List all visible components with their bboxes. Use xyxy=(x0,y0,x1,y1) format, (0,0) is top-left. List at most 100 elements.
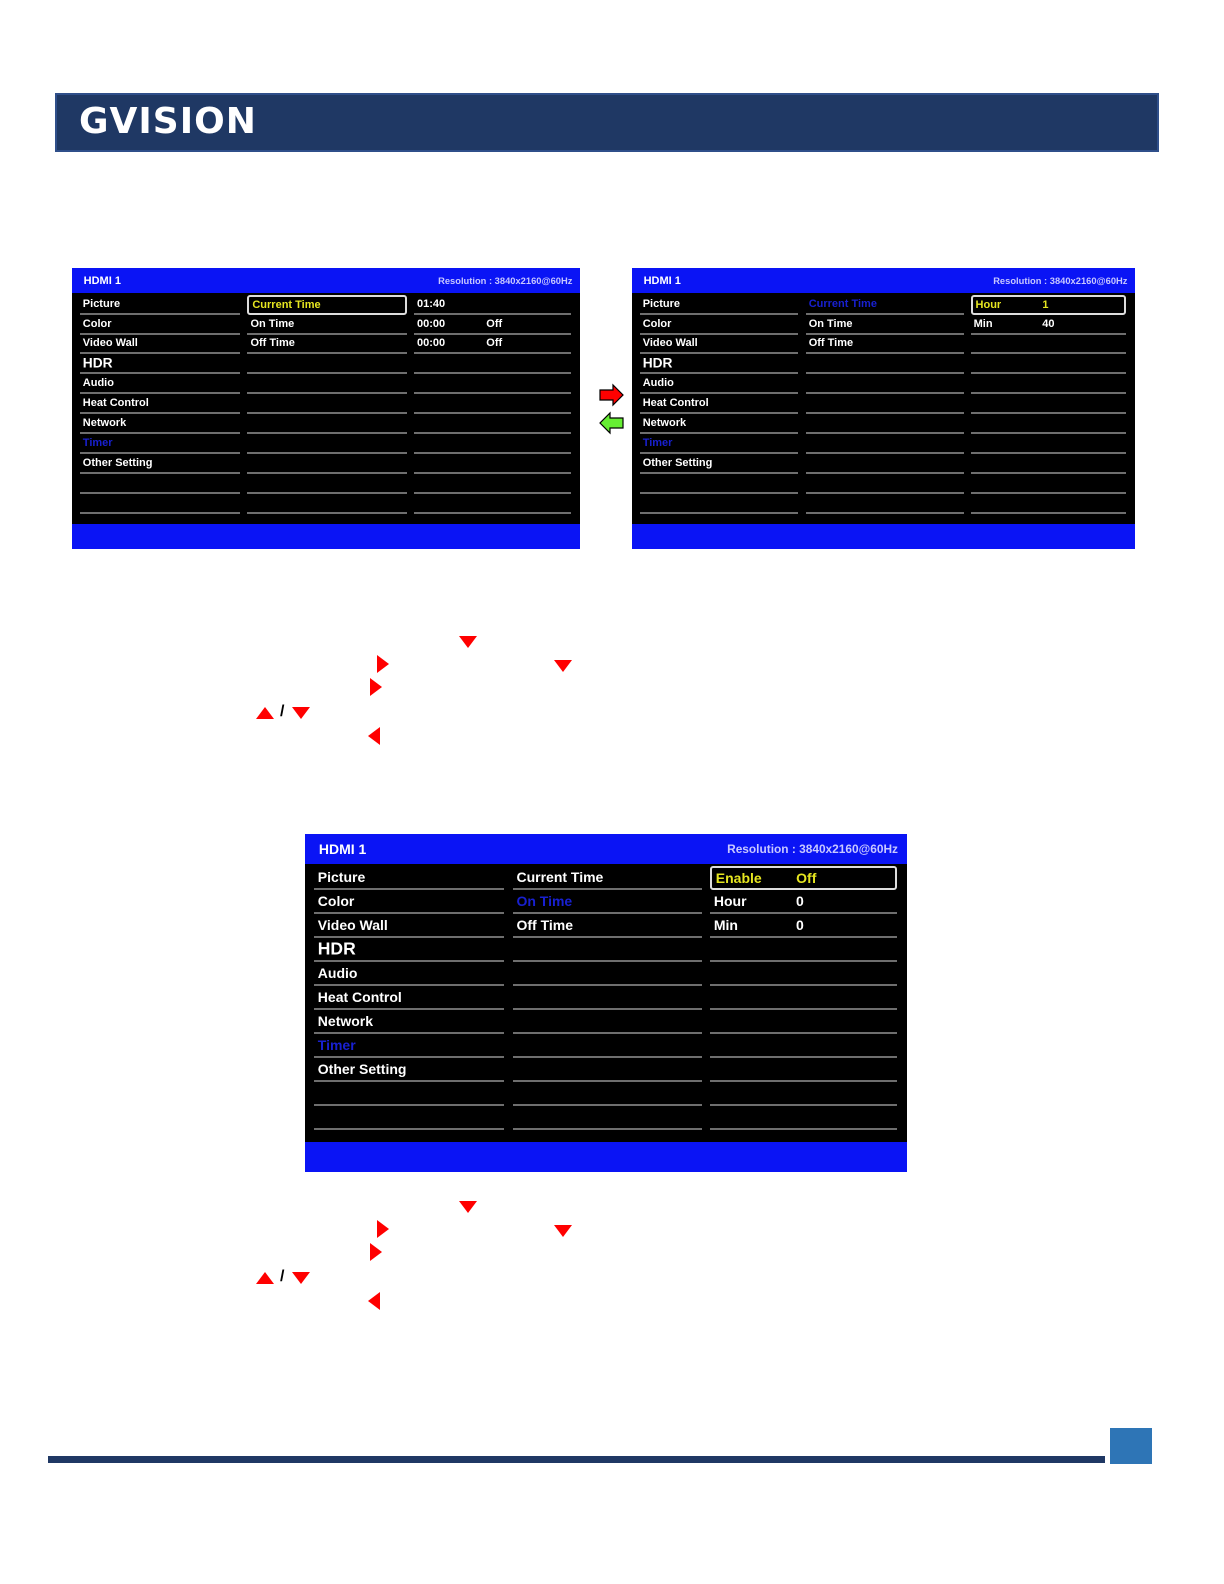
submenu-item[interactable]: Current Time xyxy=(247,294,408,315)
menu-item[interactable] xyxy=(639,494,798,514)
submenu-item[interactable] xyxy=(805,414,964,435)
menu-item[interactable]: Other Setting xyxy=(314,1058,504,1082)
value-row[interactable] xyxy=(413,394,572,415)
submenu-item[interactable] xyxy=(247,454,408,474)
value-row[interactable] xyxy=(413,454,572,474)
submenu-item[interactable] xyxy=(247,434,408,455)
submenu-item[interactable] xyxy=(512,1082,703,1106)
menu-item[interactable]: Picture xyxy=(314,866,504,891)
value-row[interactable] xyxy=(413,434,572,455)
value-row[interactable] xyxy=(970,494,1127,514)
value-row[interactable] xyxy=(413,414,572,435)
submenu-item[interactable] xyxy=(512,1034,703,1058)
submenu-item[interactable] xyxy=(512,962,703,986)
submenu-item[interactable] xyxy=(805,494,964,514)
submenu-item[interactable] xyxy=(805,474,964,494)
submenu-item[interactable] xyxy=(247,474,408,494)
menu-item[interactable] xyxy=(314,1082,504,1106)
value-row[interactable] xyxy=(710,986,897,1010)
value-row[interactable] xyxy=(970,474,1127,494)
value-row[interactable] xyxy=(970,394,1127,415)
menu-item[interactable]: Network xyxy=(79,414,240,435)
submenu-item[interactable] xyxy=(512,938,703,962)
value-row[interactable]: Hour 0 xyxy=(710,890,897,915)
value-row[interactable] xyxy=(413,474,572,494)
menu-item[interactable]: Video Wall xyxy=(314,914,504,938)
submenu-item[interactable] xyxy=(512,1058,703,1082)
value-row[interactable]: Enable Off xyxy=(710,866,897,891)
value-row[interactable]: 00:00 Off xyxy=(413,315,572,335)
menu-item[interactable]: Timer xyxy=(79,434,240,455)
menu-item[interactable]: Network xyxy=(639,414,798,435)
menu-item[interactable]: Audio xyxy=(314,962,504,986)
menu-item[interactable]: Audio xyxy=(79,374,240,395)
submenu-item[interactable] xyxy=(805,394,964,415)
value-row[interactable]: Min 40 xyxy=(970,315,1127,335)
submenu-item[interactable] xyxy=(247,414,408,435)
submenu-item[interactable] xyxy=(247,374,408,395)
value-row[interactable] xyxy=(970,335,1127,355)
menu-item[interactable]: Audio xyxy=(639,374,798,395)
menu-item[interactable] xyxy=(314,1106,504,1130)
menu-item[interactable]: Heat Control xyxy=(79,394,240,415)
menu-item[interactable]: Heat Control xyxy=(314,986,504,1010)
value-row[interactable] xyxy=(710,1082,897,1106)
value-row[interactable] xyxy=(970,354,1127,375)
menu-item[interactable] xyxy=(79,494,240,514)
submenu-item[interactable]: Off Time xyxy=(247,335,408,355)
value-row[interactable] xyxy=(970,454,1127,474)
menu-item[interactable]: Network xyxy=(314,1010,504,1034)
menu-item[interactable]: Heat Control xyxy=(639,394,798,415)
value-row[interactable] xyxy=(970,374,1127,395)
menu-item[interactable]: Other Setting xyxy=(79,454,240,474)
submenu-item[interactable]: Current Time xyxy=(805,295,964,315)
submenu-item[interactable]: Current Time xyxy=(512,866,703,891)
menu-item[interactable]: Timer xyxy=(314,1034,504,1058)
value-row[interactable] xyxy=(970,414,1127,435)
submenu-item[interactable] xyxy=(805,434,964,455)
menu-item[interactable]: HDR xyxy=(639,354,798,375)
submenu-item[interactable]: On Time xyxy=(247,315,408,335)
submenu-item[interactable]: On Time xyxy=(805,315,964,335)
menu-item[interactable] xyxy=(639,474,798,494)
menu-item[interactable]: Timer xyxy=(639,434,798,455)
menu-item[interactable]: Color xyxy=(639,315,798,335)
value-row[interactable] xyxy=(710,938,897,962)
menu-item[interactable] xyxy=(79,474,240,494)
submenu-item[interactable]: Off Time xyxy=(805,335,964,355)
menu-item[interactable]: Other Setting xyxy=(639,454,798,474)
value-row[interactable] xyxy=(413,354,572,375)
submenu-item[interactable] xyxy=(512,1010,703,1034)
menu-item[interactable]: Picture xyxy=(639,295,798,315)
value-setting: 1 xyxy=(1042,298,1049,311)
value-row[interactable] xyxy=(413,374,572,395)
submenu-item[interactable] xyxy=(805,374,964,395)
submenu-item[interactable]: Off Time xyxy=(512,914,703,938)
submenu-item[interactable] xyxy=(805,354,964,375)
submenu-item[interactable] xyxy=(247,394,408,415)
value-row[interactable]: 00:00 Off xyxy=(413,335,572,355)
value-row[interactable] xyxy=(970,434,1127,455)
value-row[interactable] xyxy=(710,1106,897,1130)
value-row[interactable]: Min 0 xyxy=(710,914,897,938)
submenu-item[interactable] xyxy=(247,494,408,514)
menu-item[interactable]: Color xyxy=(314,890,504,915)
menu-item[interactable]: HDR xyxy=(314,938,504,962)
value-row[interactable] xyxy=(710,962,897,986)
submenu-item[interactable] xyxy=(512,1106,703,1130)
menu-item[interactable]: Picture xyxy=(79,295,240,315)
submenu-item[interactable] xyxy=(805,454,964,474)
submenu-item[interactable]: On Time xyxy=(512,890,703,915)
submenu-item[interactable] xyxy=(247,354,408,375)
value-row[interactable] xyxy=(413,494,572,514)
value-row[interactable] xyxy=(710,1034,897,1058)
value-row[interactable]: Hour 1 xyxy=(970,294,1127,315)
value-row[interactable] xyxy=(710,1058,897,1082)
value-row[interactable] xyxy=(710,1010,897,1034)
menu-item[interactable]: HDR xyxy=(79,354,240,375)
menu-item[interactable]: Video Wall xyxy=(639,335,798,355)
value-row[interactable]: 01:40 xyxy=(413,295,572,315)
menu-item[interactable]: Color xyxy=(79,315,240,335)
menu-item[interactable]: Video Wall xyxy=(79,335,240,355)
submenu-item[interactable] xyxy=(512,986,703,1010)
